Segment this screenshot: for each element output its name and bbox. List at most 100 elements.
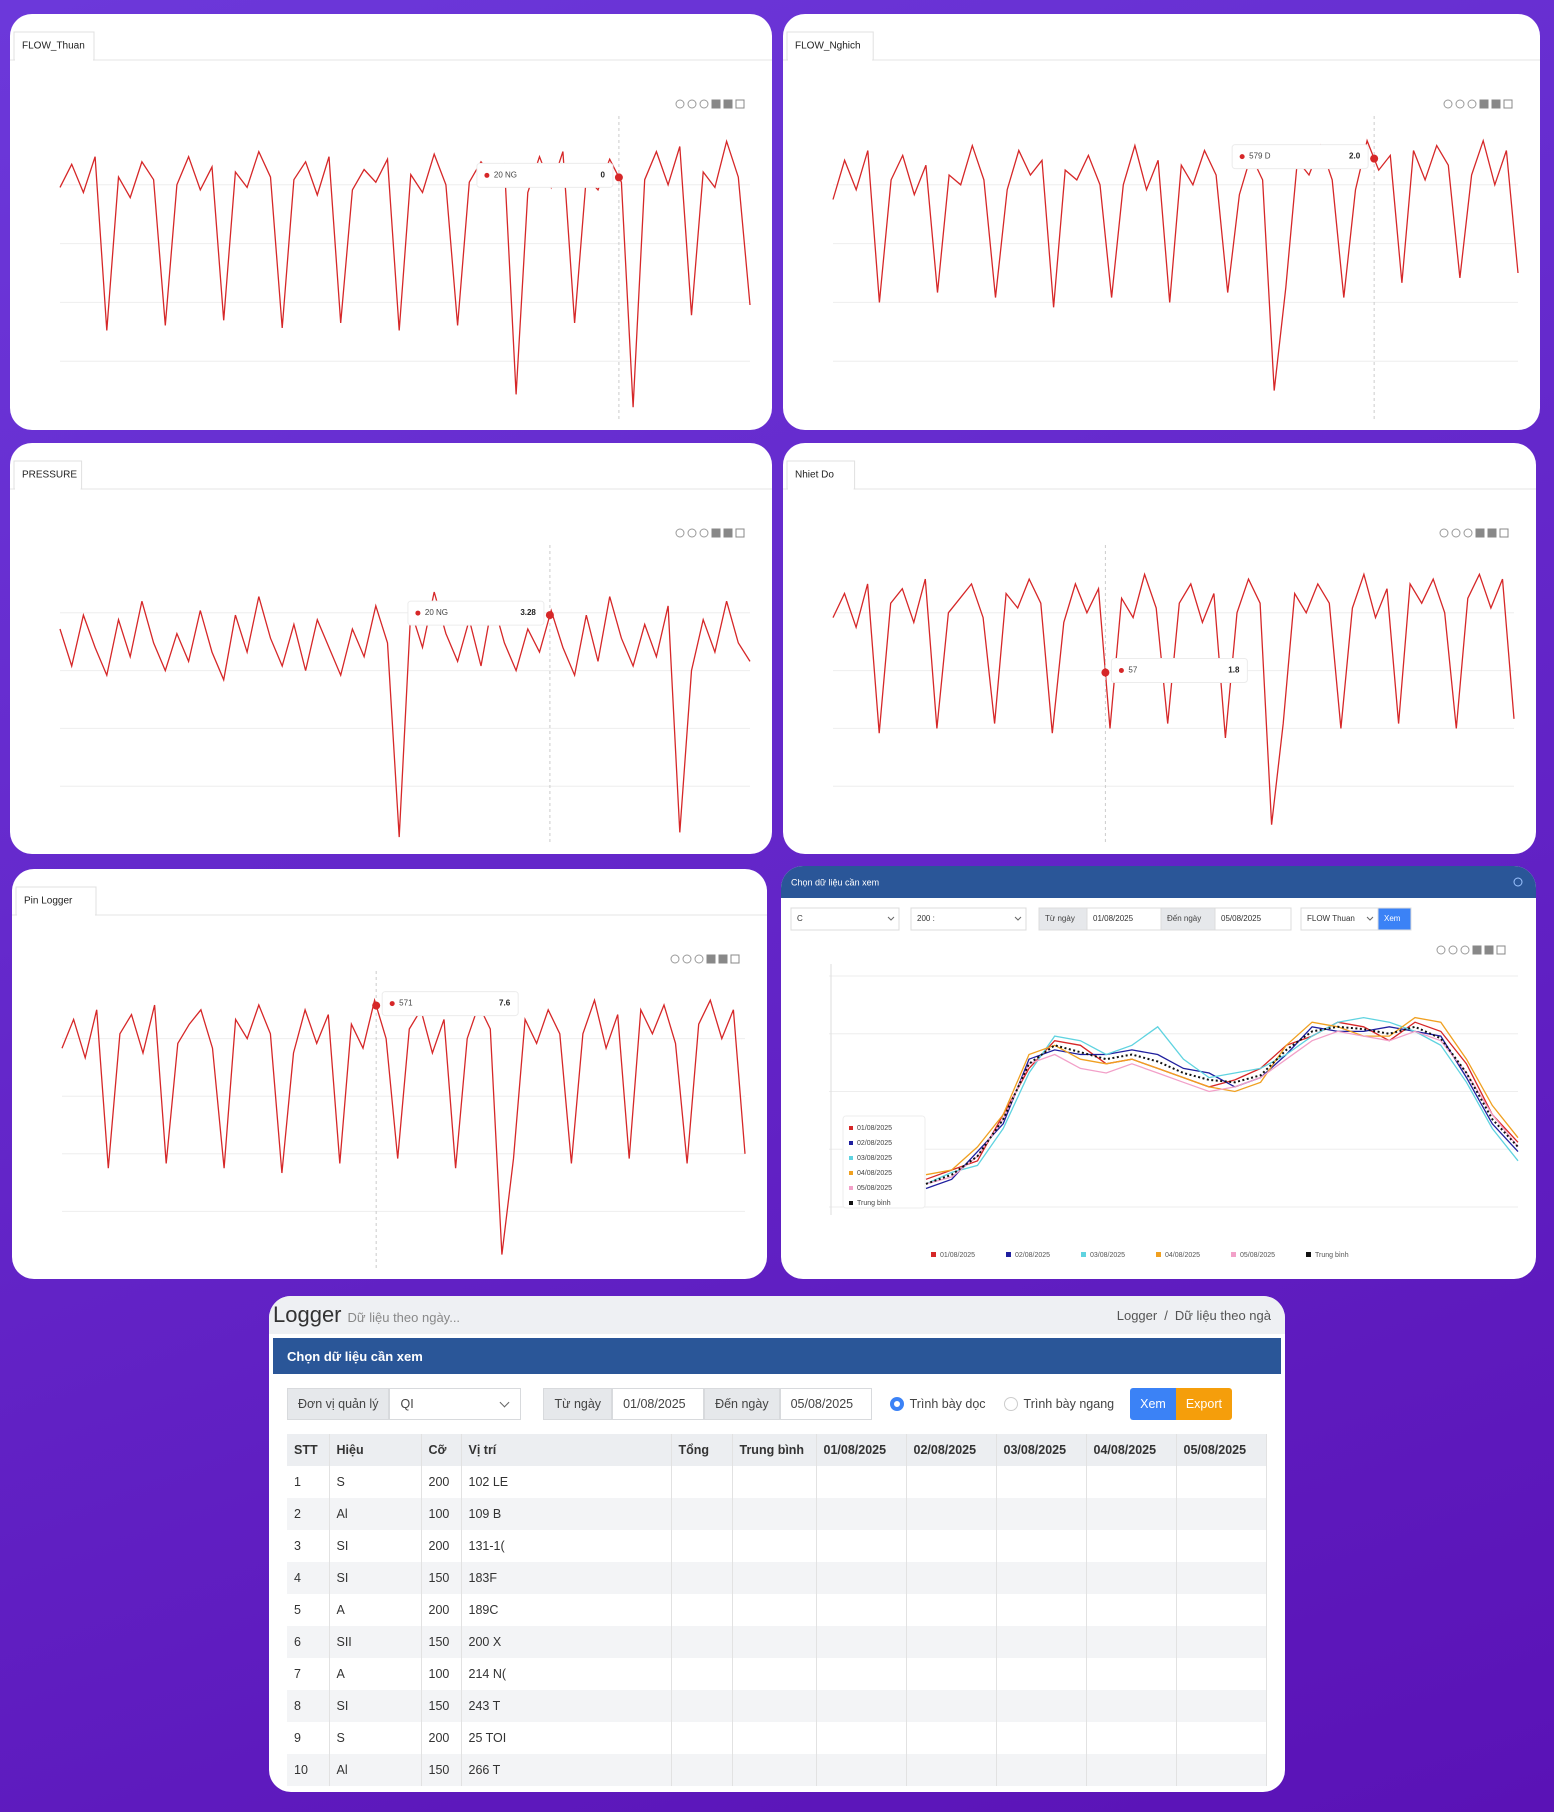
table-cell: 150	[421, 1754, 462, 1786]
tooltip-label: 579 D	[1249, 152, 1271, 161]
table-row: 1 S 200 102 LE	[287, 1466, 1267, 1498]
chart: FLOW_Thuan 20 NG 0	[10, 31, 772, 420]
table-cell	[1176, 1594, 1267, 1626]
table-row: 3 SI 200 131-1(	[287, 1530, 1267, 1562]
table-cell	[671, 1466, 733, 1498]
column-header: 01/08/2025	[816, 1434, 907, 1466]
table-cell: 1	[287, 1466, 330, 1498]
table-cell: 100	[421, 1498, 462, 1530]
header-icon	[1513, 877, 1523, 887]
legend-overlay	[842, 1115, 926, 1209]
data-line	[832, 138, 1519, 391]
table-cell: 200	[421, 1722, 462, 1754]
toolbar-icon	[1475, 528, 1485, 538]
toolbar-icon	[1455, 99, 1465, 109]
to-input[interactable]: 05/08/2025	[779, 1388, 872, 1420]
table-cell: 102 LE	[461, 1466, 672, 1498]
export-button[interactable]: Export	[1175, 1388, 1232, 1420]
table-row: 10 Al 150 266 T	[287, 1754, 1267, 1786]
table-cell	[996, 1562, 1087, 1594]
table-cell	[1086, 1562, 1177, 1594]
radio-vertical[interactable]: Trình bày dọc	[889, 1397, 986, 1411]
series-line	[925, 1030, 1519, 1185]
table-cell	[732, 1466, 817, 1498]
metric-select-text: FLOW Thuan	[1307, 914, 1355, 923]
table-cell	[671, 1498, 733, 1530]
table-cell	[906, 1562, 997, 1594]
table-cell: SI	[329, 1690, 422, 1722]
table-cell: Al	[329, 1754, 422, 1786]
legend-swatch	[1006, 1252, 1011, 1257]
view-button[interactable]: Xem	[1130, 1388, 1176, 1420]
chevron	[1014, 916, 1022, 921]
from-input[interactable]: 01/08/2025	[612, 1388, 705, 1420]
top-bar: Logger Dữ liệu theo ngày... Logger / Dữ …	[269, 1296, 1285, 1334]
table-cell	[1176, 1626, 1267, 1658]
unit-select[interactable]: QI	[389, 1388, 522, 1420]
table-cell	[996, 1722, 1087, 1754]
view-button[interactable]	[1377, 907, 1412, 931]
hover-point	[614, 173, 623, 182]
table-cell	[1086, 1594, 1177, 1626]
table-cell	[816, 1498, 907, 1530]
toolbar-icon	[706, 954, 716, 964]
table-cell	[732, 1594, 817, 1626]
radio-dot	[1003, 1397, 1018, 1411]
chart-panel: Nhiet Do 57 1.8	[783, 443, 1536, 854]
table-cell	[906, 1754, 997, 1786]
tab	[786, 31, 874, 61]
table-cell	[996, 1658, 1087, 1690]
table-cell: 10	[287, 1754, 330, 1786]
to-input[interactable]	[1214, 907, 1292, 931]
chart: Chọn dữ liệu cần xem C 200 : Từ ngày 01/08/2…	[781, 866, 1536, 1259]
radio-horizontal[interactable]: Trình bày ngang	[1003, 1397, 1114, 1411]
legend-label: 03/08/2025	[1090, 1252, 1125, 1259]
hover-point	[1370, 154, 1379, 163]
legend-label: 01/08/2025	[857, 1125, 892, 1132]
tooltip	[381, 991, 519, 1017]
table-cell: 4	[287, 1562, 330, 1594]
table-cell	[671, 1690, 733, 1722]
from-label-text: Từ ngày	[1045, 914, 1075, 923]
chart: FLOW_Nghich 579 D 2.0	[783, 31, 1540, 420]
table-cell	[671, 1626, 733, 1658]
table-cell	[1086, 1626, 1177, 1658]
chart-panel: PRESSURE 20 NG 3.28	[10, 443, 772, 854]
legend-label: 02/08/2025	[1015, 1252, 1050, 1259]
data-line	[61, 997, 746, 1255]
legend-label: 04/08/2025	[857, 1170, 892, 1177]
tooltip-label: 571	[399, 999, 413, 1008]
series-line	[925, 1016, 1519, 1185]
table-cell	[906, 1690, 997, 1722]
toolbar-icon	[1487, 528, 1497, 538]
table-cell	[732, 1690, 817, 1722]
table-cell	[1086, 1658, 1177, 1690]
tab	[15, 886, 97, 916]
table-cell	[906, 1658, 997, 1690]
toolbar-icon	[711, 528, 721, 538]
size-select[interactable]	[910, 907, 1027, 931]
toolbar-icon	[1467, 99, 1477, 109]
table-cell	[671, 1658, 733, 1690]
table-cell	[816, 1562, 907, 1594]
table-cell: 200	[421, 1530, 462, 1562]
table-cell	[906, 1498, 997, 1530]
tab	[13, 460, 83, 490]
table-card: Logger Dữ liệu theo ngày... Logger / Dữ …	[269, 1296, 1285, 1792]
legend-label: 05/08/2025	[857, 1185, 892, 1192]
toolbar-icon	[735, 99, 745, 109]
table-cell	[732, 1626, 817, 1658]
unit-select[interactable]	[790, 907, 900, 931]
tooltip-label: 20 NG	[425, 608, 448, 617]
breadcrumb-link[interactable]: Logger	[1116, 1307, 1158, 1323]
column-header: 05/08/2025	[1176, 1434, 1267, 1466]
table-cell: 25 TOI	[461, 1722, 672, 1754]
table-cell: 150	[421, 1626, 462, 1658]
table-cell	[816, 1530, 907, 1562]
section-header: Chọn dữ liệu cần xem	[273, 1338, 1281, 1374]
toolbar-icon	[687, 99, 697, 109]
column-header: Tổng	[671, 1434, 733, 1466]
toolbar-icon	[1479, 99, 1489, 109]
table-cell	[1176, 1754, 1267, 1786]
